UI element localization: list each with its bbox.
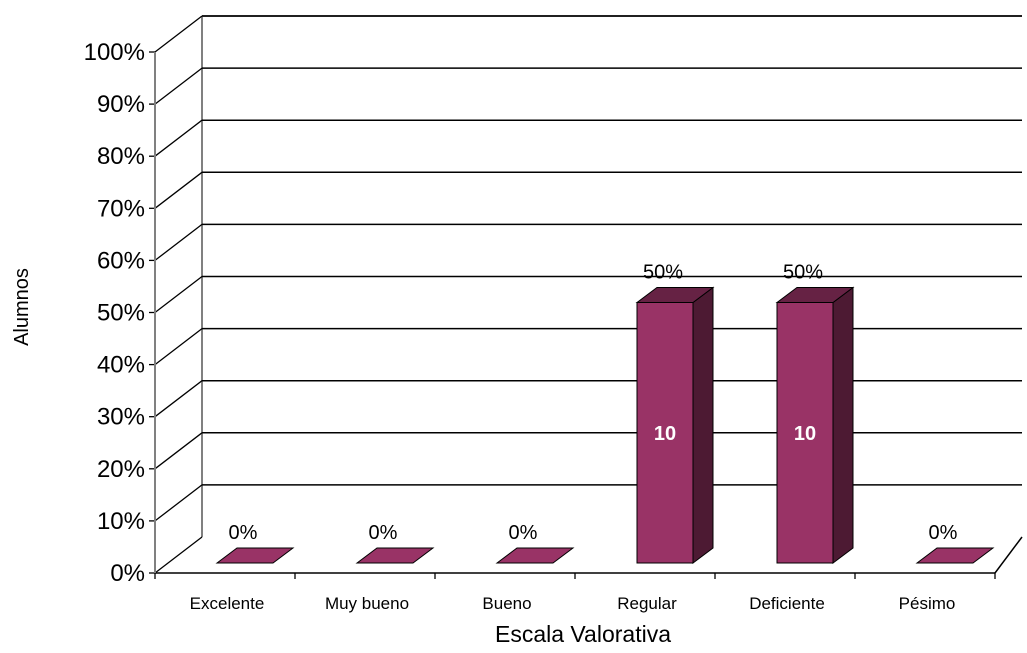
bar-top [215,547,295,564]
side-wall-line [154,328,203,366]
value-label: 0% [929,522,958,544]
y-tick-label: 30% [97,404,145,431]
side-wall-line [154,119,203,157]
bars: 0% 0% 0% 50% 10 50% 10 0% [215,262,995,564]
y-tick-label: 90% [97,91,145,118]
value-label: 50% [643,262,683,284]
x-tick-label: Deficiente [749,594,825,613]
side-wall-line [154,15,203,53]
x-tick-labels: Excelente Muy bueno Bueno Regular Deficiente… [190,594,956,613]
value-label: 50% [783,262,823,284]
axes [149,51,1023,579]
side-wall-line [154,536,203,574]
y-tick-label: 40% [97,352,145,379]
side-wall-line [154,484,203,522]
value-label: 0% [229,522,258,544]
side-wall-line [154,67,203,105]
side-wall-line [154,275,203,314]
bar [215,547,295,564]
x-tick-label: Regular [617,594,677,613]
bar-top [775,287,855,303]
value-label: 0% [369,522,398,544]
bar [635,286,715,564]
bar-top [355,547,435,564]
y-tick-label: 70% [97,195,145,222]
y-tick-label: 10% [97,508,145,535]
y-tick-label: 50% [97,300,145,327]
y-tick-label: 20% [97,456,145,483]
value-label: 0% [509,522,538,544]
y-tick-label: 60% [97,247,145,274]
bar-top [915,547,995,564]
y-tick-label: 80% [97,143,145,170]
y-axis-title: Alumnos [11,268,33,346]
bar-side [692,286,714,564]
bar [775,286,855,564]
side-wall-line [154,380,203,418]
side-wall-line [154,432,203,470]
bar [915,547,995,564]
y-tick-labels: 0% 10% 20% 30% 40% 50% 60% 70% 80% 90% 100% [84,39,145,587]
bar-side [832,286,854,564]
x-tick-label: Excelente [190,594,265,613]
bar [495,547,575,564]
count-label: 10 [794,423,816,445]
bar [355,547,435,564]
x-axis-title: Escala Valorativa [495,621,671,647]
bar-front [636,302,694,564]
y-tick-label: 100% [84,39,145,66]
bar-front [776,302,834,564]
x-tick-label: Muy bueno [325,594,409,613]
bar-top [635,287,715,303]
gridlines [154,15,1022,574]
x-tick-label: Pésimo [899,594,956,613]
count-label: 10 [654,423,676,445]
x-tick-label: Bueno [482,594,531,613]
side-wall-line [154,171,203,209]
floor-right-edge [994,536,1023,574]
y-tick-label: 0% [110,560,145,587]
bar-top [495,547,575,564]
side-wall-line [154,223,203,261]
